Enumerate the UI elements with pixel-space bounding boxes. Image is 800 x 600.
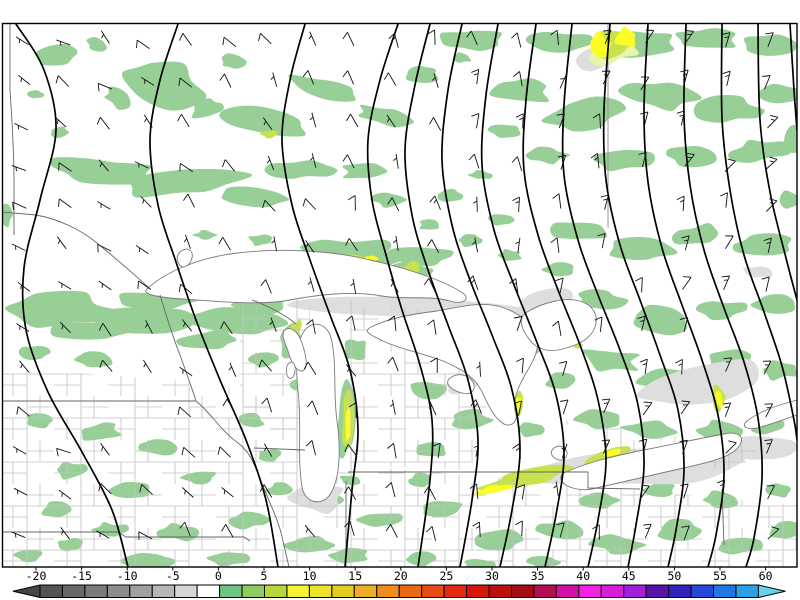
scale-segment (623, 584, 647, 598)
scale-segment (61, 584, 86, 598)
scale-segment (353, 584, 378, 598)
scale-segment (264, 584, 288, 598)
scale-right-arrow (757, 584, 786, 599)
scale-label: -10 (117, 569, 138, 583)
scale-label: 5 (261, 569, 268, 583)
scale-segment (331, 584, 355, 598)
scale-label: 20 (394, 569, 408, 583)
map-layers (3, 24, 797, 567)
scale-segment (600, 584, 625, 598)
scale-segment (398, 584, 423, 598)
scale-labels: -20 -15 -10 -5 0 5 10 15 20 25 30 35 40 45 50 55 60 (26, 567, 773, 583)
scale-label: 30 (485, 569, 499, 583)
wind-barbs (11, 29, 780, 542)
scale-segment (286, 584, 310, 598)
scale-label: 0 (215, 569, 222, 583)
scale-segment (443, 584, 468, 598)
scale-segment (129, 584, 153, 598)
great-lakes-outlines (145, 248, 797, 503)
scale-segment (668, 584, 692, 598)
map-frame (1, 22, 798, 568)
scale-label: -20 (26, 569, 47, 583)
scale-label: 40 (576, 569, 590, 583)
scale-label: 10 (303, 569, 317, 583)
scale-segment (645, 584, 670, 598)
scale-segment (421, 584, 445, 598)
scale-label: 60 (759, 569, 773, 583)
scale-segment (219, 584, 243, 598)
scale-segment (578, 584, 602, 598)
color-scale: -20 -15 -10 -5 0 5 10 15 20 25 30 35 40 45 50 55 60 (12, 567, 786, 599)
scale-segment (735, 584, 759, 598)
scale-label: -15 (71, 569, 92, 583)
scale-segment (466, 584, 490, 598)
scale-segment (690, 584, 714, 598)
scale-segment (308, 584, 333, 598)
scale-segment (376, 584, 400, 598)
scale-segment (555, 584, 580, 598)
scale-label: 15 (348, 569, 362, 583)
scale-label: 55 (713, 569, 727, 583)
scale-label: 25 (439, 569, 453, 583)
scale-label: 35 (531, 569, 545, 583)
scale-segment (174, 584, 198, 598)
scale-segment (39, 584, 63, 598)
scale-label: 45 (622, 569, 636, 583)
scale-segment (106, 584, 131, 598)
scale-segment (713, 584, 737, 598)
scale-segment (151, 584, 176, 598)
scale-segment (533, 584, 557, 598)
contour-lines (15, 24, 797, 567)
scale-segment (196, 584, 221, 598)
scale-segment (510, 584, 535, 598)
scale-label: -5 (166, 569, 180, 583)
scale-segment (488, 584, 512, 598)
scale-segment (241, 584, 266, 598)
scale-segment (84, 584, 108, 598)
scale-label: 50 (667, 569, 681, 583)
